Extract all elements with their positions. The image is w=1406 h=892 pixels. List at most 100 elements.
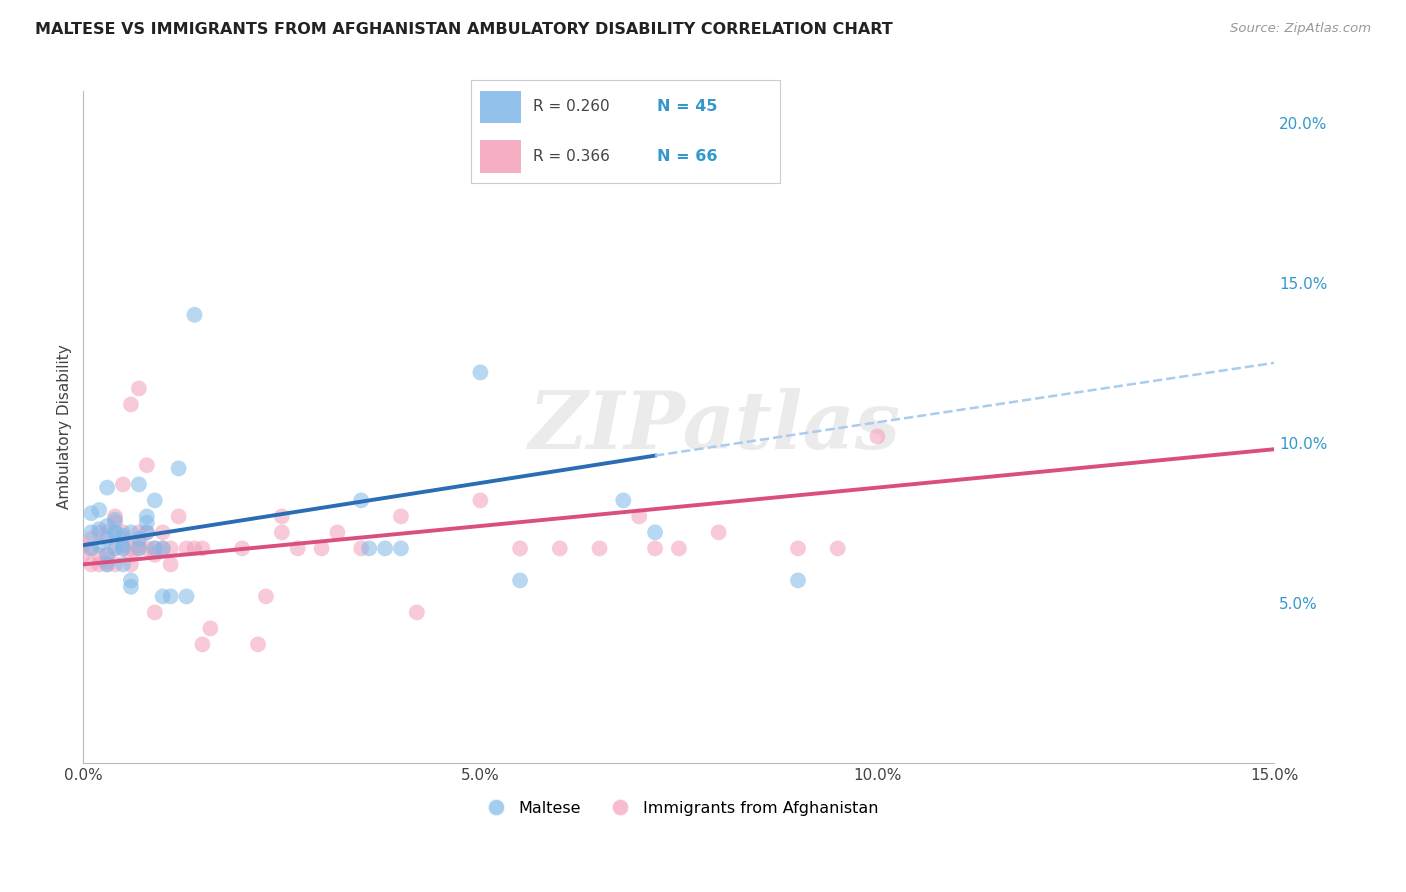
Point	[120, 397, 142, 411]
Point	[89, 558, 111, 572]
Point	[159, 558, 181, 572]
Point	[72, 548, 94, 562]
Point	[135, 525, 157, 540]
Point	[827, 541, 849, 556]
Point	[104, 541, 127, 556]
Point	[80, 541, 103, 556]
Point	[128, 541, 150, 556]
Bar	[481, 91, 520, 123]
Point	[111, 558, 134, 572]
Point	[80, 558, 103, 572]
Y-axis label: Ambulatory Disability: Ambulatory Disability	[58, 344, 72, 509]
Point	[104, 525, 127, 540]
Point	[89, 548, 111, 562]
Point	[143, 541, 166, 556]
Point	[270, 509, 292, 524]
Point	[80, 525, 103, 540]
Point	[80, 532, 103, 546]
Point	[176, 590, 198, 604]
Point	[89, 522, 111, 536]
Point	[405, 606, 427, 620]
Point	[120, 558, 142, 572]
Bar	[481, 140, 520, 173]
Point	[111, 532, 134, 546]
Point	[326, 525, 349, 540]
Point	[231, 541, 253, 556]
Point	[128, 477, 150, 491]
Point	[644, 541, 666, 556]
Point	[254, 590, 277, 604]
Point	[644, 525, 666, 540]
Point	[104, 541, 127, 556]
Point	[111, 525, 134, 540]
Point	[152, 525, 174, 540]
Point	[787, 574, 810, 588]
Point	[135, 516, 157, 530]
Point	[120, 574, 142, 588]
Point	[80, 541, 103, 556]
Point	[96, 525, 118, 540]
Point	[104, 513, 127, 527]
Point	[135, 525, 157, 540]
Point	[246, 637, 269, 651]
Point	[152, 541, 174, 556]
Point	[111, 541, 134, 556]
Point	[135, 458, 157, 473]
Point	[128, 381, 150, 395]
Text: N = 66: N = 66	[657, 149, 717, 164]
Point	[89, 503, 111, 517]
Text: R = 0.366: R = 0.366	[533, 149, 610, 164]
Text: ZIPatlas: ZIPatlas	[529, 388, 901, 466]
Point	[96, 532, 118, 546]
Text: Source: ZipAtlas.com: Source: ZipAtlas.com	[1230, 22, 1371, 36]
Point	[80, 506, 103, 520]
Point	[104, 558, 127, 572]
Point	[191, 637, 214, 651]
Point	[389, 541, 412, 556]
Point	[374, 541, 396, 556]
Point	[143, 541, 166, 556]
Point	[128, 541, 150, 556]
Point	[104, 509, 127, 524]
Point	[287, 541, 309, 556]
Point	[120, 548, 142, 562]
Point	[470, 365, 492, 379]
Point	[104, 516, 127, 530]
Point	[143, 493, 166, 508]
Point	[311, 541, 333, 556]
Point	[152, 541, 174, 556]
Point	[120, 541, 142, 556]
Point	[183, 541, 205, 556]
Point	[707, 525, 730, 540]
Point	[866, 429, 889, 443]
Point	[152, 590, 174, 604]
Point	[128, 532, 150, 546]
Point	[104, 525, 127, 540]
Point	[135, 509, 157, 524]
Point	[89, 525, 111, 540]
Point	[128, 538, 150, 552]
Point	[167, 461, 190, 475]
Point	[548, 541, 571, 556]
Point	[135, 541, 157, 556]
Point	[111, 477, 134, 491]
Point	[96, 558, 118, 572]
Point	[96, 548, 118, 562]
Point	[612, 493, 634, 508]
Point	[96, 548, 118, 562]
Point	[72, 538, 94, 552]
Point	[350, 541, 373, 556]
Point	[96, 558, 118, 572]
Text: R = 0.260: R = 0.260	[533, 99, 609, 114]
Point	[96, 481, 118, 495]
Point	[509, 541, 531, 556]
Point	[111, 528, 134, 542]
Point	[628, 509, 651, 524]
Point	[787, 541, 810, 556]
Point	[111, 538, 134, 552]
Point	[270, 525, 292, 540]
Point	[120, 580, 142, 594]
Point	[191, 541, 214, 556]
Point	[183, 308, 205, 322]
Point	[588, 541, 610, 556]
